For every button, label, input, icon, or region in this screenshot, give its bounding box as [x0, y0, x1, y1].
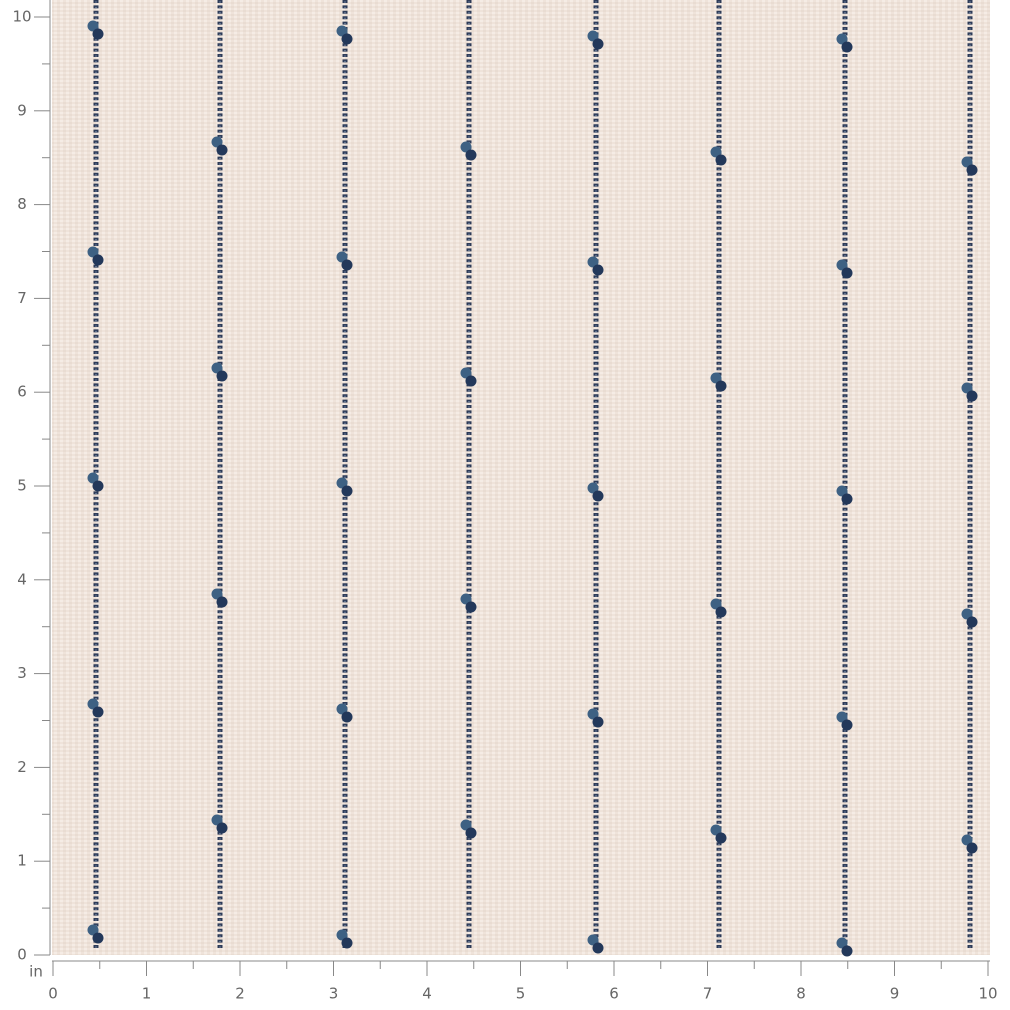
knot — [841, 267, 853, 279]
x-tick-label: 10 — [978, 985, 997, 1003]
knot — [341, 711, 353, 723]
knot — [87, 924, 99, 936]
x-tick-label: 2 — [235, 985, 245, 1003]
knot — [587, 30, 599, 42]
y-tick-label: 1 — [17, 852, 27, 870]
y-tick-label: 0 — [17, 946, 27, 964]
unit-label: in — [29, 963, 43, 981]
knot — [216, 370, 228, 382]
knot — [465, 601, 477, 613]
knot — [87, 246, 99, 258]
knot — [465, 149, 477, 161]
y-tick-label: 2 — [17, 758, 27, 776]
knot — [92, 932, 104, 944]
x-tick-label: 0 — [48, 985, 58, 1003]
knot — [336, 929, 348, 941]
knot — [841, 493, 853, 505]
knot — [715, 606, 727, 618]
knot — [336, 251, 348, 263]
knot — [587, 934, 599, 946]
knot — [961, 382, 973, 394]
ruler: 0 1 2 3 4 5 6 7 8 9 10 0 1 2 3 4 5 6 7 8 9 10 — [12, 8, 997, 1003]
y-tick-label: 4 — [17, 570, 27, 588]
knot — [592, 38, 604, 50]
knot — [966, 164, 978, 176]
knot — [710, 598, 722, 610]
knot — [841, 945, 853, 957]
knot — [966, 390, 978, 402]
knot — [341, 485, 353, 497]
stitch-lines — [87, 0, 978, 957]
knot — [460, 141, 472, 153]
knot — [836, 937, 848, 949]
knot — [87, 698, 99, 710]
knot — [715, 380, 727, 392]
knot — [715, 832, 727, 844]
y-tick-label: 9 — [17, 101, 27, 119]
knot — [592, 942, 604, 954]
y-tick-label: 8 — [17, 195, 27, 213]
knot — [341, 259, 353, 271]
knot — [211, 362, 223, 374]
x-tick-label: 3 — [329, 985, 339, 1003]
x-tick-label: 4 — [422, 985, 432, 1003]
fabric — [52, 0, 990, 955]
knot — [966, 616, 978, 628]
knot — [460, 593, 472, 605]
knot — [966, 842, 978, 854]
x-tick-label: 7 — [703, 985, 713, 1003]
knot — [216, 596, 228, 608]
y-tick-label: 5 — [17, 477, 27, 495]
knot — [961, 156, 973, 168]
y-tick-label: 7 — [17, 289, 27, 307]
knot — [87, 20, 99, 32]
x-tick-label: 5 — [516, 985, 526, 1003]
knot — [587, 482, 599, 494]
knot — [710, 824, 722, 836]
knot — [836, 259, 848, 271]
knot — [587, 708, 599, 720]
knot — [961, 834, 973, 846]
knot — [336, 477, 348, 489]
knot — [460, 819, 472, 831]
knot — [341, 33, 353, 45]
y-tick-label: 6 — [17, 383, 27, 401]
knot — [211, 136, 223, 148]
x-tick-label: 1 — [142, 985, 152, 1003]
y-tick-label: 10 — [12, 8, 31, 26]
knot — [715, 154, 727, 166]
knot — [92, 480, 104, 492]
knot — [465, 375, 477, 387]
x-tick-label: 8 — [796, 985, 806, 1003]
knot — [465, 827, 477, 839]
knot — [336, 703, 348, 715]
knot — [92, 706, 104, 718]
knot — [341, 937, 353, 949]
knot — [592, 716, 604, 728]
x-tick-label: 9 — [890, 985, 900, 1003]
knot — [216, 822, 228, 834]
knot — [961, 608, 973, 620]
x-tick-label: 6 — [609, 985, 619, 1003]
knot — [211, 814, 223, 826]
knot — [841, 41, 853, 53]
knot — [216, 144, 228, 156]
knot — [710, 146, 722, 158]
knot — [92, 254, 104, 266]
knot — [836, 33, 848, 45]
y-tick-label: 3 — [17, 664, 27, 682]
knot — [836, 711, 848, 723]
knot — [836, 485, 848, 497]
knot — [587, 256, 599, 268]
knot — [592, 264, 604, 276]
knot — [336, 25, 348, 37]
knot — [841, 719, 853, 731]
knot — [87, 472, 99, 484]
knot — [592, 490, 604, 502]
knot — [710, 372, 722, 384]
knot — [211, 588, 223, 600]
knot — [92, 28, 104, 40]
knot — [460, 367, 472, 379]
